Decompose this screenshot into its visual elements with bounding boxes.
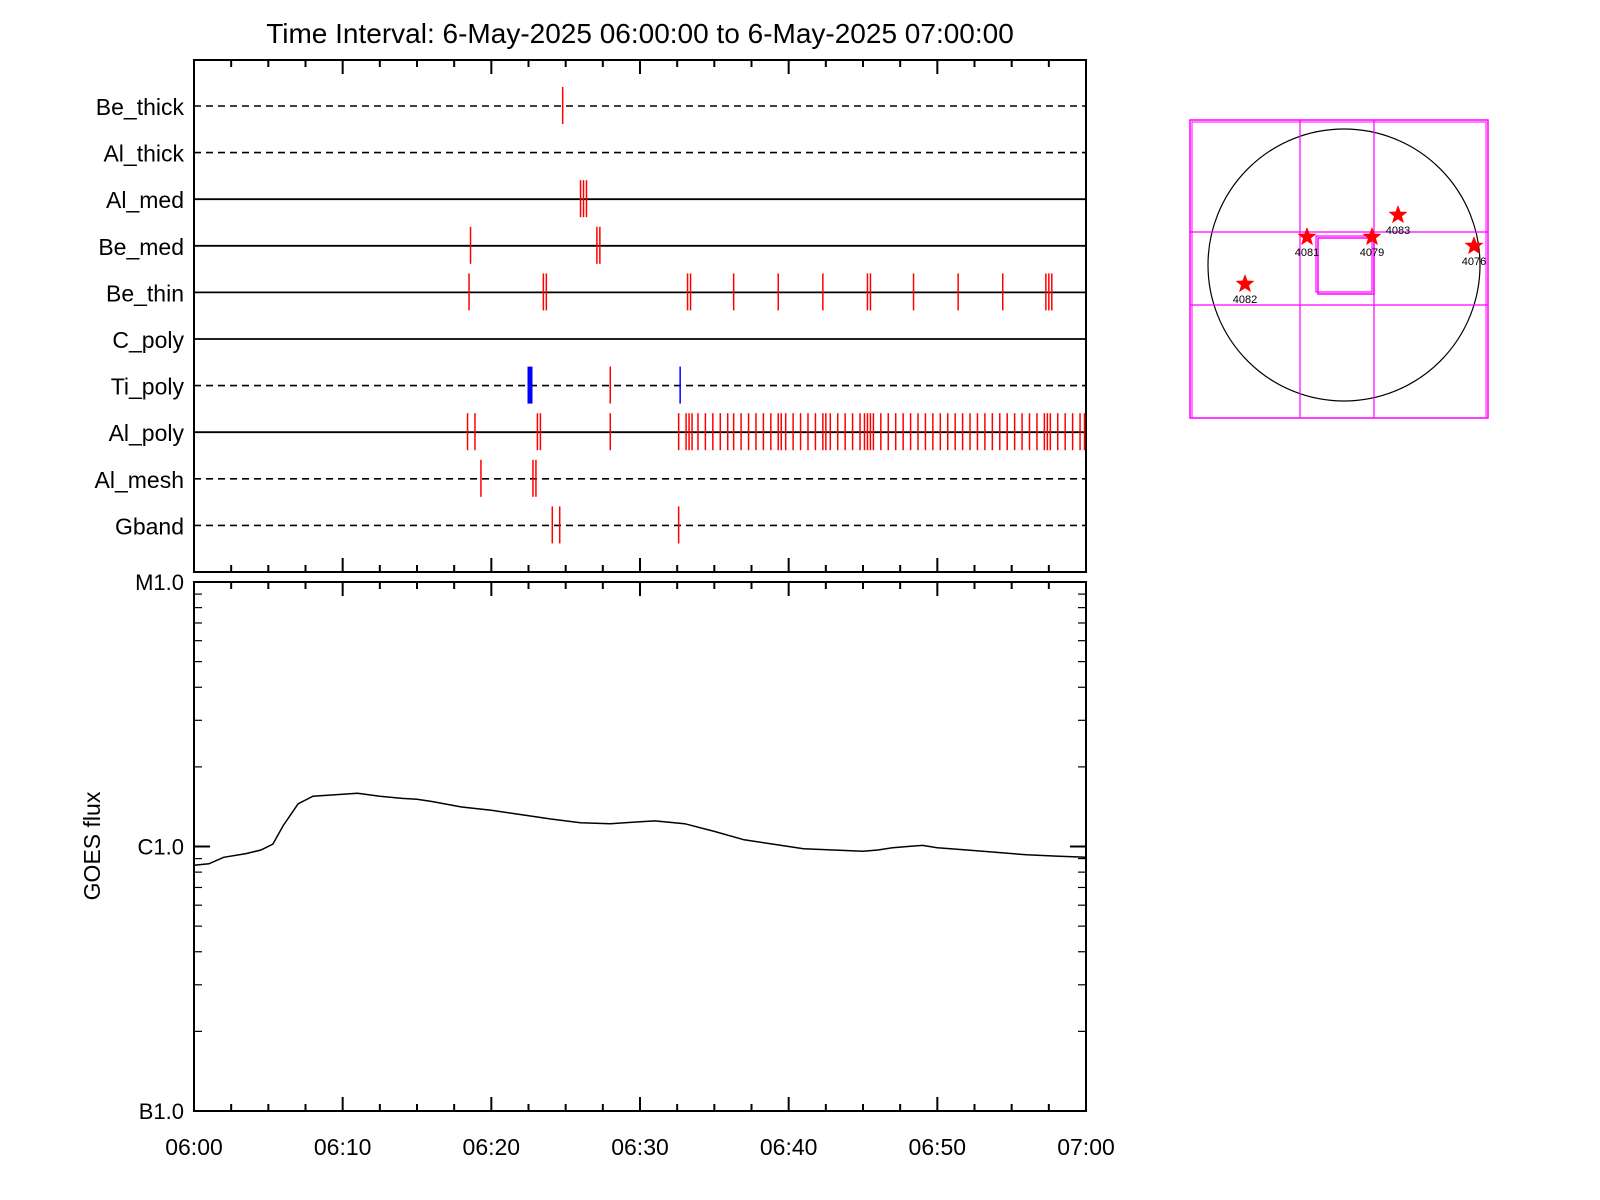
map-outer-box: [1189, 119, 1489, 419]
goes-flux-line: [193, 792, 1087, 866]
channel-label-al_med: Al_med: [106, 187, 184, 213]
timeline-frame: [193, 59, 1087, 573]
channel-label-be_thick: Be_thick: [96, 94, 185, 120]
region-label: 4083: [1386, 225, 1410, 237]
y-tick-label: C1.0: [138, 835, 184, 860]
map-fov-box: [1317, 237, 1375, 295]
solar-disk-map: 4083 4081 4079 4076 4082: [1189, 119, 1489, 419]
channel-label-gband: Gband: [115, 513, 184, 539]
channel-label-al_mesh: Al_mesh: [95, 467, 184, 493]
region-label: 4079: [1360, 247, 1384, 259]
y-tick-label: M1.0: [135, 570, 184, 595]
x-tick-label: 06:40: [760, 1134, 818, 1160]
region-star-marker: [1235, 274, 1255, 293]
region-label: 4076: [1462, 256, 1486, 268]
region-star-marker: [1464, 236, 1484, 255]
x-tick-label: 06:00: [165, 1134, 223, 1160]
y-axis-label: GOES flux: [79, 791, 105, 900]
x-tick-label: 06:10: [314, 1134, 372, 1160]
solar-limb: [1207, 128, 1481, 402]
channel-label-al_poly: Al_poly: [109, 420, 185, 446]
goes-frame: [193, 581, 1087, 1112]
region-label: 4081: [1295, 247, 1319, 259]
region-star-marker: [1297, 227, 1317, 246]
channel-label-be_med: Be_med: [98, 234, 184, 260]
x-tick-label: 07:00: [1057, 1134, 1115, 1160]
map-fov-box-2: [1315, 235, 1373, 293]
chart-title: Time Interval: 6-May-2025 06:00:00 to 6-…: [266, 18, 1014, 49]
channel-label-be_thin: Be_thin: [106, 280, 184, 306]
region-star-marker: [1388, 205, 1408, 224]
x-tick-label: 06:20: [463, 1134, 521, 1160]
event-timeline-panel: Be_thick Al_thick Al_med Be_med Be_thin C_pol…: [95, 59, 1087, 573]
y-tick-label: B1.0: [139, 1099, 184, 1124]
map-outer-box-inner: [1191, 121, 1487, 419]
region-star-marker: [1362, 227, 1382, 246]
channel-label-c_poly: C_poly: [112, 327, 184, 353]
x-tick-label: 06:30: [611, 1134, 669, 1160]
channel-label-al_thick: Al_thick: [103, 141, 184, 167]
goes-flux-panel: B1.0 C1.0 M1.0 06:00 06:10 06:20 06:30 06:40 06:…: [79, 570, 1115, 1160]
region-label: 4082: [1233, 294, 1257, 306]
x-tick-label: 06:50: [909, 1134, 967, 1160]
channel-label-ti_poly: Ti_poly: [111, 374, 185, 400]
